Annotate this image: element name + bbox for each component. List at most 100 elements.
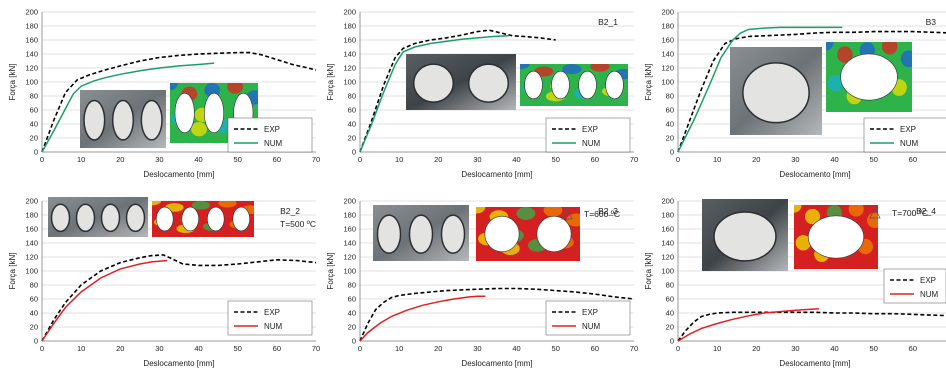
x-tick-label: 10: [77, 155, 85, 164]
x-axis-label: Deslocamento [mm]: [143, 359, 214, 368]
y-tick-label: 200: [343, 8, 356, 17]
y-tick-label: 160: [343, 225, 356, 234]
y-tick-label: 160: [661, 225, 674, 234]
x-tick-label: 20: [434, 344, 442, 353]
y-tick-label: 140: [343, 50, 356, 59]
chart-panel-3: 0 20 40 60 80 100 120 140 160 180 200 0 10 20 30 40 50 60…: [644, 8, 946, 179]
y-tick-label: 0: [352, 148, 356, 157]
x-tick-label: 10: [395, 344, 403, 353]
fe-model-image: [476, 207, 580, 261]
y-tick-label: 80: [348, 92, 356, 101]
chart-title: B2_2: [280, 206, 300, 216]
chart-panel-5: 0 20 40 60 80 100 120 140 160 180 200 0 10 20 30 40 50 60…: [326, 197, 638, 369]
fe-model-image: [794, 205, 878, 269]
y-tick-label: 40: [348, 120, 356, 129]
specimen-photo: [730, 47, 822, 135]
y-axis-label: Força [kN]: [644, 64, 653, 101]
y-tick-label: 20: [666, 323, 674, 332]
x-tick-label: 40: [512, 155, 520, 164]
specimen-photo: [406, 54, 516, 110]
temperature-label: T=600 ºC: [561, 208, 620, 220]
y-tick-label: 160: [25, 225, 38, 234]
y-axis-label: Força [kN]: [326, 64, 335, 101]
chart-panel-6: 0 20 40 60 80 100 120 140 160 180 200 0 10 20 30 40 50 60…: [644, 197, 946, 368]
series-line-num: [359, 295, 486, 342]
y-tick-label: 0: [670, 148, 674, 157]
series-line-exp: [359, 287, 635, 342]
legend-label: NUM: [582, 139, 601, 148]
legend-label: EXP: [264, 125, 280, 134]
x-tick-label: 70: [630, 344, 638, 353]
legend: EXP NUM: [227, 300, 313, 336]
y-tick-label: 0: [34, 337, 38, 346]
y-tick-label: 80: [348, 281, 356, 290]
x-tick-label: 50: [870, 155, 878, 164]
x-tick-label: 60: [273, 155, 281, 164]
y-tick-label: 200: [25, 197, 38, 206]
svg-text:T=700 ºC: T=700 ºC: [892, 208, 928, 218]
fe-model-image: [520, 64, 628, 106]
y-tick-label: 20: [348, 134, 356, 143]
y-axis-label: Força [kN]: [8, 64, 17, 101]
warning-icon: [869, 207, 881, 219]
legend: EXP NUM: [863, 117, 946, 153]
x-tick-label: 0: [358, 344, 362, 353]
y-tick-label: 100: [661, 78, 674, 87]
chart-title: B2_4: [916, 206, 936, 216]
series-line-num: [677, 308, 819, 342]
x-axis-label: Deslocamento [mm]: [779, 170, 850, 179]
x-tick-label: 70: [630, 155, 638, 164]
y-tick-label: 60: [30, 295, 38, 304]
y-tick-label: 180: [25, 22, 38, 31]
series-line-num: [41, 259, 168, 342]
series-line-exp: [677, 30, 946, 153]
y-tick-label: 140: [343, 239, 356, 248]
y-tick-label: 180: [661, 211, 674, 220]
y-tick-label: 40: [30, 309, 38, 318]
x-tick-label: 60: [591, 155, 599, 164]
y-tick-label: 200: [25, 8, 38, 17]
y-tick-label: 0: [670, 337, 674, 346]
legend: EXP NUM: [545, 117, 631, 153]
series-line-exp: [359, 29, 556, 153]
svg-text:T=600 ºC: T=600 ºC: [584, 209, 620, 219]
x-tick-label: 40: [194, 155, 202, 164]
y-tick-label: 40: [348, 309, 356, 318]
x-tick-label: 30: [791, 344, 799, 353]
legend-label: EXP: [900, 125, 916, 134]
y-tick-label: 60: [666, 106, 674, 115]
y-tick-label: 80: [666, 281, 674, 290]
chart-title: B2_3: [598, 206, 618, 216]
x-tick-label: 10: [77, 344, 85, 353]
x-tick-label: 30: [155, 155, 163, 164]
y-tick-label: 180: [661, 22, 674, 31]
y-tick-label: 120: [25, 253, 38, 262]
series-line-num: [359, 35, 509, 153]
series-line-exp: [41, 51, 317, 153]
legend-label: NUM: [264, 139, 283, 148]
legend-label: EXP: [264, 308, 280, 317]
legend-label: NUM: [900, 139, 919, 148]
legend-label: NUM: [920, 290, 939, 299]
x-tick-label: 70: [312, 155, 320, 164]
y-tick-label: 60: [348, 295, 356, 304]
series-line-exp: [41, 254, 317, 342]
y-tick-label: 160: [661, 36, 674, 45]
x-tick-label: 60: [591, 344, 599, 353]
y-tick-label: 180: [25, 211, 38, 220]
y-tick-label: 20: [30, 134, 38, 143]
temperature-label: T=700 ºC: [869, 207, 928, 219]
y-tick-label: 60: [30, 106, 38, 115]
y-tick-label: 140: [25, 50, 38, 59]
x-tick-label: 10: [713, 155, 721, 164]
x-tick-label: 60: [273, 344, 281, 353]
x-tick-label: 20: [116, 344, 124, 353]
y-tick-label: 40: [666, 309, 674, 318]
legend: EXP NUM: [883, 268, 946, 304]
x-axis-label: Deslocamento [mm]: [143, 170, 214, 179]
specimen-photo: [48, 197, 148, 237]
y-tick-label: 40: [666, 120, 674, 129]
legend: EXP NUM: [227, 117, 313, 153]
y-axis-label: Força [kN]: [644, 253, 653, 290]
